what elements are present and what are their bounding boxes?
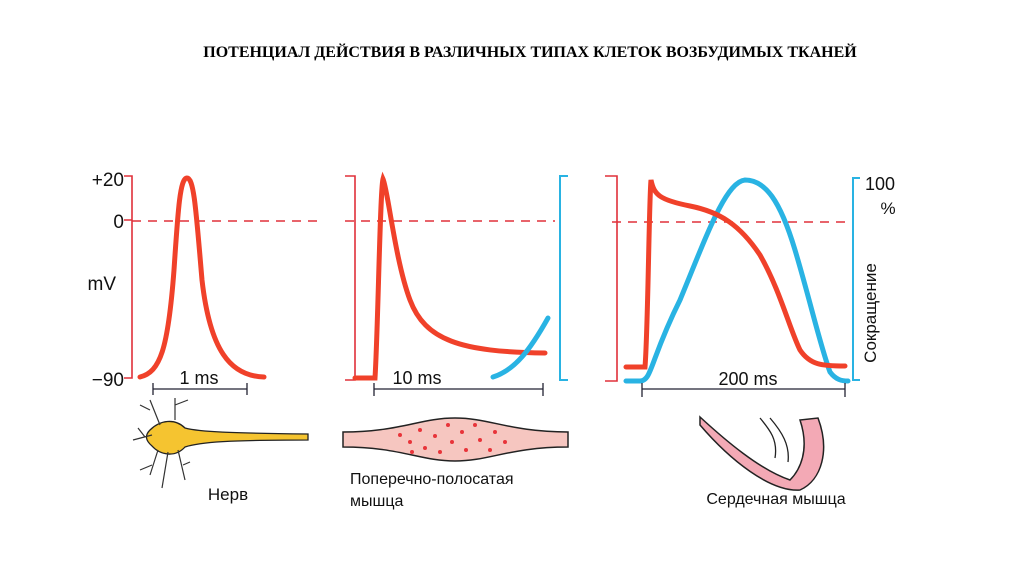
- cardiac-action-potential-curve: [623, 179, 848, 370]
- nerve-caption: Нерв: [208, 485, 248, 504]
- axis-label-minus90: −90: [92, 370, 124, 391]
- nerve-action-potential-curve: [137, 175, 267, 380]
- muscle-contraction-axis: [559, 175, 568, 381]
- axis-label-plus20: +20: [92, 170, 124, 191]
- muscle-scale-bar: [373, 383, 544, 396]
- contraction-unit-label: %: [880, 199, 895, 218]
- muscle-fiber-illustration: [342, 417, 569, 462]
- cardiac-contraction-curve: [623, 177, 851, 384]
- muscle-scale-label: 10 ms: [392, 368, 441, 388]
- muscle-caption-line2: мышца: [350, 493, 404, 510]
- neuron-illustration: [132, 398, 309, 489]
- page-title: ПОТЕНЦИАЛ ДЕЙСТВИЯ В РАЗЛИЧНЫХ ТИПАХ КЛЕ…: [203, 44, 857, 61]
- nerve-scale-bar: [152, 383, 248, 395]
- heart-illustration: [699, 415, 825, 491]
- contraction-axis-label: Сокращение: [861, 263, 880, 363]
- cardiac-contraction-axis: [852, 177, 860, 381]
- muscle-mv-axis: [345, 175, 356, 381]
- cardiac-scale-bar: [641, 383, 846, 397]
- nerve-scale-label: 1 ms: [179, 368, 218, 388]
- nerve-mv-axis: [124, 175, 133, 379]
- muscle-caption-line1: Поперечно-полосатая: [350, 471, 514, 488]
- axis-label-zero: 0: [113, 212, 124, 233]
- muscle-action-potential-curve: [352, 171, 548, 381]
- muscle-contraction-curve: [490, 315, 551, 380]
- cardiac-scale-label: 200 ms: [718, 369, 777, 389]
- cardiac-mv-axis: [605, 175, 618, 382]
- contraction-top-label: 100: [865, 174, 895, 194]
- cardiac-caption: Сердечная мышца: [706, 491, 845, 508]
- axis-unit-mv: mV: [88, 274, 117, 295]
